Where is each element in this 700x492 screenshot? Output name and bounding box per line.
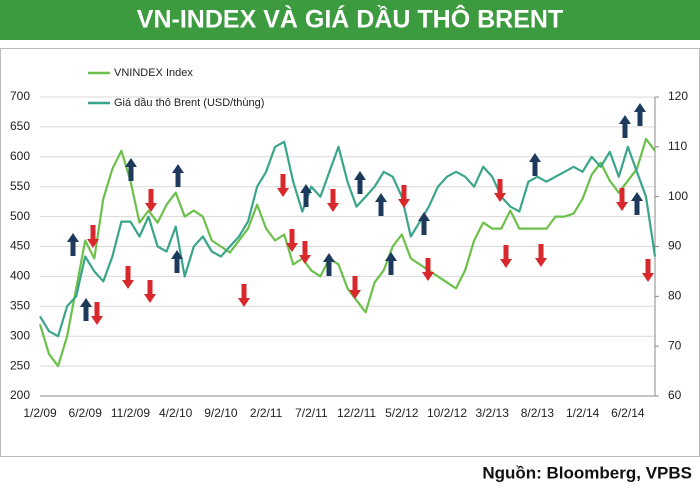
down-arrow	[535, 244, 547, 267]
y-tick-label: 500	[10, 209, 30, 223]
y2-tick-label: 110	[668, 139, 687, 153]
title-bar	[0, 0, 700, 40]
y-tick-label: 200	[10, 388, 30, 402]
x-tick-label: 10/2/12	[427, 406, 467, 420]
y2-tick-label: 120	[668, 89, 688, 103]
down-arrow	[238, 284, 250, 307]
legend-label: VNINDEX Index	[114, 67, 193, 79]
up-arrow	[172, 164, 184, 187]
x-tick-label: 9/2/10	[204, 406, 238, 420]
source: Nguồn: Bloomberg, VPBS	[482, 463, 692, 482]
y-tick-label: 350	[10, 298, 30, 312]
up-arrow	[418, 212, 430, 235]
x-tick-label: 1/2/09	[23, 406, 57, 420]
y2-tick-label: 90	[668, 239, 682, 253]
down-arrow	[122, 266, 134, 289]
x-tick-label: 2/2/11	[250, 406, 283, 420]
up-arrow	[631, 192, 643, 215]
y2-tick-label: 100	[668, 189, 688, 203]
up-arrow	[619, 115, 631, 138]
y2-tick-label: 60	[668, 388, 682, 402]
y-tick-label: 250	[10, 358, 30, 372]
up-arrow	[323, 253, 335, 276]
x-tick-label: 5/2/12	[385, 406, 419, 420]
series-line	[39, 140, 657, 338]
up-arrow	[67, 233, 79, 256]
up-arrow	[375, 193, 387, 216]
up-arrow	[171, 250, 183, 273]
x-tick-label: 11/2/09	[111, 406, 150, 420]
series-line	[38, 137, 656, 368]
down-arrow	[286, 229, 298, 252]
up-arrow	[80, 298, 92, 321]
y2-tick-label: 70	[668, 338, 682, 352]
y-tick-label: 300	[10, 328, 30, 342]
down-arrow	[327, 189, 339, 212]
x-tick-label: 6/2/09	[69, 406, 103, 420]
y2-tick-label: 80	[668, 289, 682, 303]
x-tick-label: 7/2/11	[295, 406, 328, 420]
x-tick-label: 3/2/13	[476, 406, 510, 420]
chart-title: VN-INDEX VÀ GIÁ DẦU THÔ BRENT	[137, 4, 563, 34]
y-tick-label: 450	[10, 239, 30, 253]
down-arrow	[277, 174, 289, 197]
down-arrow	[398, 185, 410, 208]
legend-label: Giá dầu thô Brent (USD/thùng)	[114, 97, 264, 109]
y-tick-label: 400	[10, 269, 30, 283]
x-tick-label: 4/2/10	[159, 406, 193, 420]
y-tick-label: 650	[10, 119, 30, 133]
down-arrow	[299, 241, 311, 264]
frame	[0, 48, 700, 457]
down-arrow	[144, 280, 156, 303]
x-tick-label: 1/2/14	[566, 406, 600, 420]
down-arrow	[145, 189, 157, 212]
down-arrow	[494, 179, 506, 202]
down-arrow	[349, 276, 361, 299]
y-tick-label: 700	[10, 89, 30, 103]
up-arrow	[300, 184, 312, 207]
up-arrow	[385, 252, 397, 275]
down-arrow	[422, 258, 434, 281]
x-tick-label: 8/2/13	[521, 406, 555, 420]
x-tick-label: 12/2/11	[337, 406, 376, 420]
up-arrow	[125, 158, 137, 181]
x-tick-label: 6/2/14	[611, 406, 645, 420]
up-arrow	[634, 103, 646, 126]
up-arrow	[354, 171, 366, 194]
down-arrow	[642, 259, 654, 282]
down-arrow	[500, 245, 512, 268]
down-arrow	[91, 302, 103, 325]
y-tick-label: 550	[10, 179, 30, 193]
up-arrow	[529, 153, 541, 176]
down-arrow	[616, 188, 628, 211]
y-tick-label: 600	[10, 149, 30, 163]
down-arrow	[87, 225, 99, 248]
